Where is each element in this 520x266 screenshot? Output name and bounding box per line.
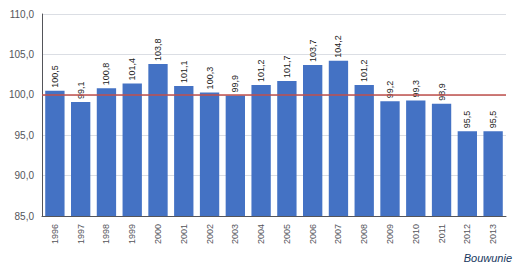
svg-text:1999: 1999 bbox=[127, 224, 137, 244]
svg-text:101,2: 101,2 bbox=[256, 60, 266, 83]
svg-text:2006: 2006 bbox=[308, 224, 318, 244]
svg-text:2001: 2001 bbox=[179, 224, 189, 244]
svg-text:99,9: 99,9 bbox=[230, 75, 240, 93]
svg-text:2004: 2004 bbox=[256, 224, 266, 244]
svg-text:103,7: 103,7 bbox=[308, 39, 318, 62]
svg-text:1997: 1997 bbox=[76, 224, 86, 244]
svg-text:2008: 2008 bbox=[359, 224, 369, 244]
svg-text:2003: 2003 bbox=[230, 224, 240, 244]
svg-text:2010: 2010 bbox=[411, 224, 421, 244]
svg-text:2013: 2013 bbox=[488, 224, 498, 244]
svg-text:98,9: 98,9 bbox=[437, 83, 447, 101]
svg-text:1996: 1996 bbox=[50, 224, 60, 244]
svg-text:1998: 1998 bbox=[101, 224, 111, 244]
svg-text:103,8: 103,8 bbox=[153, 39, 163, 62]
svg-text:2011: 2011 bbox=[437, 224, 447, 243]
svg-text:100,5: 100,5 bbox=[50, 65, 60, 88]
svg-text:99,1: 99,1 bbox=[76, 82, 86, 100]
svg-text:2007: 2007 bbox=[333, 224, 343, 244]
svg-text:95,5: 95,5 bbox=[488, 111, 498, 129]
svg-text:99,2: 99,2 bbox=[385, 80, 395, 99]
svg-text:101,4: 101,4 bbox=[127, 58, 137, 81]
svg-text:2002: 2002 bbox=[205, 224, 215, 244]
svg-text:2012: 2012 bbox=[462, 224, 472, 244]
svg-text:99,3: 99,3 bbox=[410, 79, 421, 98]
svg-text:95,0: 95,0 bbox=[15, 130, 35, 141]
svg-text:85,0: 85,0 bbox=[15, 211, 35, 222]
svg-text:101,7: 101,7 bbox=[282, 56, 292, 79]
svg-text:2009: 2009 bbox=[385, 224, 395, 244]
svg-text:110,0: 110,0 bbox=[10, 9, 35, 20]
svg-text:Bouwunie: Bouwunie bbox=[464, 252, 512, 264]
svg-text:2000: 2000 bbox=[153, 224, 163, 244]
svg-text:2005: 2005 bbox=[282, 224, 292, 244]
svg-text:101,1: 101,1 bbox=[179, 60, 189, 83]
svg-text:100,0: 100,0 bbox=[9, 89, 34, 100]
svg-text:100,3: 100,3 bbox=[205, 67, 215, 90]
svg-text:104,2: 104,2 bbox=[333, 35, 343, 58]
svg-text:90,0: 90,0 bbox=[15, 170, 35, 181]
svg-text:105,0: 105,0 bbox=[9, 49, 34, 60]
svg-text:100,8: 100,8 bbox=[101, 63, 111, 86]
svg-text:101,2: 101,2 bbox=[359, 60, 369, 83]
svg-text:95,5: 95,5 bbox=[462, 111, 472, 129]
